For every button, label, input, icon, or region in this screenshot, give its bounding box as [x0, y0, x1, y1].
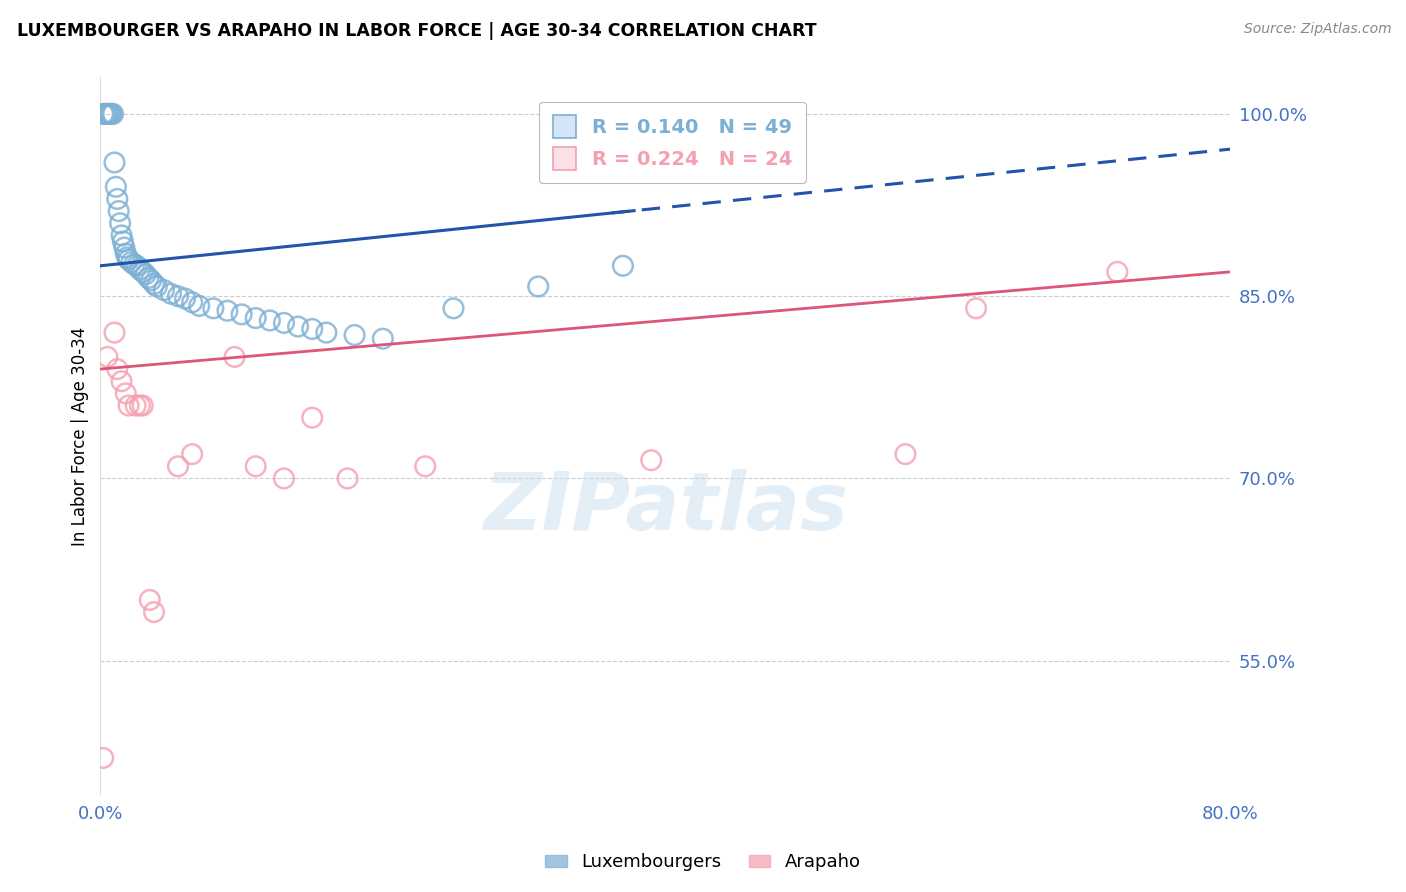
Point	[114, 246, 136, 260]
Point	[141, 273, 163, 287]
Point	[108, 216, 131, 230]
Point	[111, 235, 134, 249]
Text: ZIPatlas: ZIPatlas	[482, 468, 848, 547]
Point	[287, 319, 309, 334]
Point	[224, 350, 246, 364]
Point	[371, 332, 394, 346]
Point	[273, 471, 295, 485]
Point	[110, 228, 132, 243]
Point	[105, 362, 128, 376]
Point	[98, 107, 121, 121]
Point	[245, 311, 267, 326]
Point	[132, 265, 155, 279]
Point	[122, 258, 145, 272]
Y-axis label: In Labor Force | Age 30-34: In Labor Force | Age 30-34	[72, 326, 89, 546]
Point	[139, 593, 162, 607]
Point	[143, 605, 166, 619]
Point	[443, 301, 465, 316]
Point	[301, 410, 323, 425]
Point	[125, 259, 148, 273]
Point	[94, 107, 117, 121]
Point	[103, 326, 125, 340]
Point	[188, 299, 211, 313]
Point	[115, 250, 138, 264]
Text: LUXEMBOURGER VS ARAPAHO IN LABOR FORCE | AGE 30-34 CORRELATION CHART: LUXEMBOURGER VS ARAPAHO IN LABOR FORCE |…	[17, 22, 817, 40]
Point	[273, 316, 295, 330]
Point	[413, 459, 436, 474]
Point	[93, 107, 115, 121]
Point	[640, 453, 662, 467]
Point	[120, 255, 142, 269]
Point	[146, 279, 169, 293]
Text: Source: ZipAtlas.com: Source: ZipAtlas.com	[1244, 22, 1392, 37]
Point	[110, 374, 132, 388]
Point	[132, 399, 155, 413]
Point	[96, 350, 118, 364]
Point	[105, 192, 128, 206]
Point	[114, 386, 136, 401]
Legend: R = 0.140   N = 49, R = 0.224   N = 24: R = 0.140 N = 49, R = 0.224 N = 24	[540, 102, 806, 184]
Point	[315, 326, 337, 340]
Point	[107, 204, 129, 219]
Point	[1107, 265, 1129, 279]
Point	[217, 303, 239, 318]
Point	[117, 252, 139, 267]
Point	[96, 107, 118, 121]
Point	[153, 283, 176, 297]
Point	[129, 262, 152, 277]
Point	[301, 322, 323, 336]
Point	[138, 271, 160, 285]
Point	[245, 459, 267, 474]
Point	[91, 107, 114, 121]
Point	[231, 307, 253, 321]
Point	[612, 259, 634, 273]
Point	[100, 107, 122, 121]
Point	[135, 268, 157, 282]
Point	[181, 295, 204, 310]
Point	[336, 471, 359, 485]
Point	[112, 241, 135, 255]
Point	[894, 447, 917, 461]
Legend: Luxembourgers, Arapaho: Luxembourgers, Arapaho	[538, 847, 868, 879]
Point	[174, 292, 197, 306]
Point	[202, 301, 225, 316]
Point	[343, 328, 366, 343]
Point	[117, 399, 139, 413]
Point	[97, 107, 120, 121]
Point	[181, 447, 204, 461]
Point	[259, 313, 281, 327]
Point	[160, 286, 183, 301]
Point	[167, 459, 190, 474]
Point	[101, 107, 124, 121]
Point	[143, 277, 166, 291]
Point	[167, 289, 190, 303]
Point	[103, 155, 125, 169]
Point	[527, 279, 550, 293]
Point	[104, 179, 127, 194]
Point	[91, 751, 114, 765]
Point	[965, 301, 987, 316]
Point	[124, 399, 146, 413]
Point	[129, 399, 152, 413]
